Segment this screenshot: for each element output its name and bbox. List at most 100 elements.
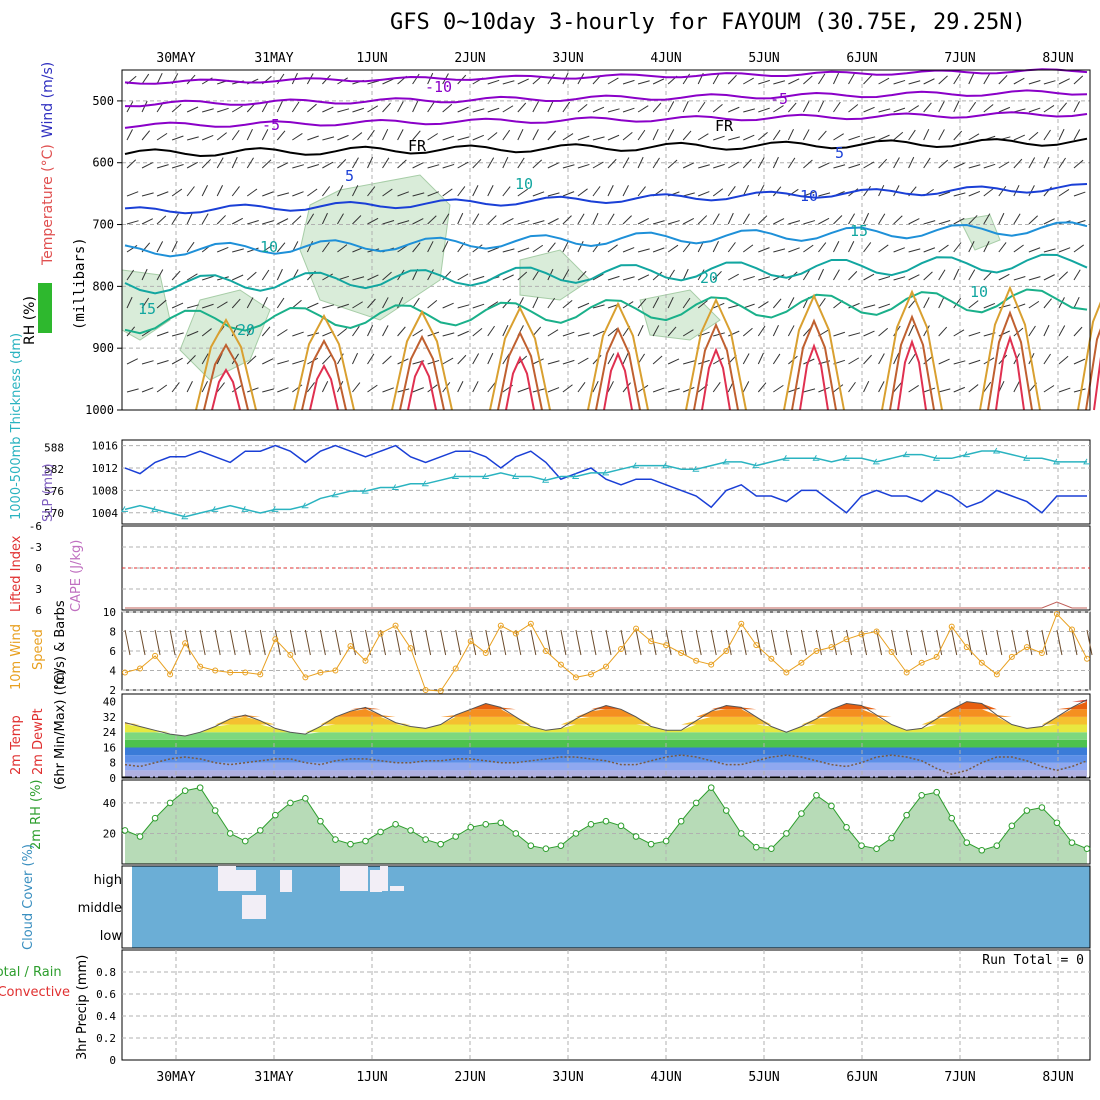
wind-barb — [968, 269, 976, 281]
wind-barb — [622, 382, 631, 393]
wind-barb — [757, 215, 768, 225]
wind-barb — [848, 332, 861, 337]
wind-barb — [848, 357, 860, 365]
wind-barb — [1028, 79, 1041, 85]
rh-marker — [211, 807, 219, 814]
wind-barb — [1028, 276, 1041, 281]
wind-barb — [698, 164, 710, 169]
rh-marker — [677, 817, 685, 825]
wind-barb — [487, 132, 498, 141]
wind-barb — [968, 384, 979, 393]
precip-tick-label: 0.6 — [96, 988, 116, 1001]
wind-barb — [697, 133, 709, 141]
wind-barb — [953, 297, 962, 309]
day-label-top: 6JUN — [846, 51, 877, 66]
wind-barb — [773, 105, 784, 113]
wind-barb — [803, 220, 816, 225]
wind-speed-marker — [152, 652, 159, 659]
wind-barb — [1028, 325, 1036, 337]
temperature-contour — [124, 68, 1088, 85]
wind-speed-marker — [723, 648, 730, 654]
day-label-top: 7JUN — [944, 51, 975, 66]
wind-barb — [953, 192, 966, 197]
precip-frame — [121, 949, 1091, 1061]
wind-barb — [216, 382, 225, 393]
wind-barb — [908, 324, 915, 337]
wind-barb — [337, 244, 348, 253]
surface-wind-barb — [244, 629, 251, 656]
wind-barb — [472, 328, 483, 337]
wind-barb — [983, 188, 994, 197]
wind-barb — [848, 163, 861, 169]
wind-barb — [968, 300, 979, 309]
wind-barb — [637, 105, 649, 113]
run-total-label: Run Total = 0 — [982, 953, 1084, 968]
warm-contour-lobe — [595, 326, 641, 411]
wind-barb — [412, 192, 425, 197]
rh-marker — [392, 820, 399, 828]
wind-barb — [803, 159, 813, 169]
wind-barb — [397, 326, 406, 337]
wind-barb — [1043, 353, 1051, 365]
wind-barb — [457, 106, 469, 113]
wind-barb — [787, 128, 794, 141]
wind-barb — [262, 388, 275, 393]
surface-wind-barb — [770, 629, 777, 656]
rh-marker — [978, 846, 986, 854]
wind-speed-marker — [362, 657, 369, 664]
rh-marker — [557, 842, 565, 849]
warm-contour-lobe — [979, 285, 1041, 411]
cloud-block — [370, 870, 382, 892]
rh-legend-swatch — [38, 283, 52, 333]
wind-barb — [667, 220, 680, 225]
wind-barb — [487, 325, 495, 337]
wind-speed-marker — [933, 653, 940, 660]
wind-barb — [622, 215, 632, 225]
wind-barb — [186, 241, 195, 253]
wind-barb — [487, 185, 494, 197]
wind-barb — [231, 353, 239, 365]
li-tick-label: -6 — [29, 520, 42, 533]
wind-speed-marker — [1053, 610, 1060, 617]
wind-barb — [607, 353, 615, 365]
surface-wind-barb — [725, 629, 732, 656]
day-label-top: 2JUN — [454, 51, 485, 66]
wind-barb — [1073, 269, 1081, 281]
wind-barb — [307, 135, 319, 141]
wind-barb — [893, 157, 900, 169]
wind-barb — [742, 327, 753, 337]
wind-barb — [592, 330, 605, 337]
wind-barb — [622, 157, 630, 169]
wind-barb — [1013, 158, 1023, 169]
wind-barb — [502, 274, 514, 281]
surface-wind-barb — [334, 629, 341, 656]
cloud-frame — [121, 865, 1091, 949]
wind-barb — [457, 381, 464, 393]
wind-barb — [833, 384, 844, 393]
wind-tick-label: 8 — [109, 626, 116, 639]
wind-barb — [742, 353, 750, 365]
contour-label: 10 — [800, 187, 818, 205]
li-tick-label: 3 — [35, 583, 42, 596]
wind-barb — [938, 75, 948, 85]
wind-barb — [126, 358, 138, 365]
wind-barb — [186, 136, 199, 141]
surface-wind-barb — [695, 629, 702, 656]
pressure-tick-label: 1000 — [85, 403, 114, 417]
wind-barb — [998, 161, 1010, 169]
warm-contour-lobe — [791, 318, 837, 411]
wind-barb — [577, 357, 589, 365]
wind-barb — [1013, 244, 1024, 253]
wind-barb — [306, 213, 315, 225]
wind-barb — [126, 296, 133, 309]
wind-barb — [637, 156, 644, 169]
rh-marker — [843, 824, 850, 831]
wind-speed-axis-label: Speed — [31, 629, 46, 670]
wind-barb — [457, 273, 469, 281]
day-label-top: 31MAY — [254, 51, 293, 66]
cloud-block — [218, 866, 236, 891]
wind-barb — [382, 78, 394, 85]
wind-barb — [757, 352, 764, 365]
wind-barb — [1013, 77, 1025, 85]
wind-barb — [1058, 271, 1069, 281]
